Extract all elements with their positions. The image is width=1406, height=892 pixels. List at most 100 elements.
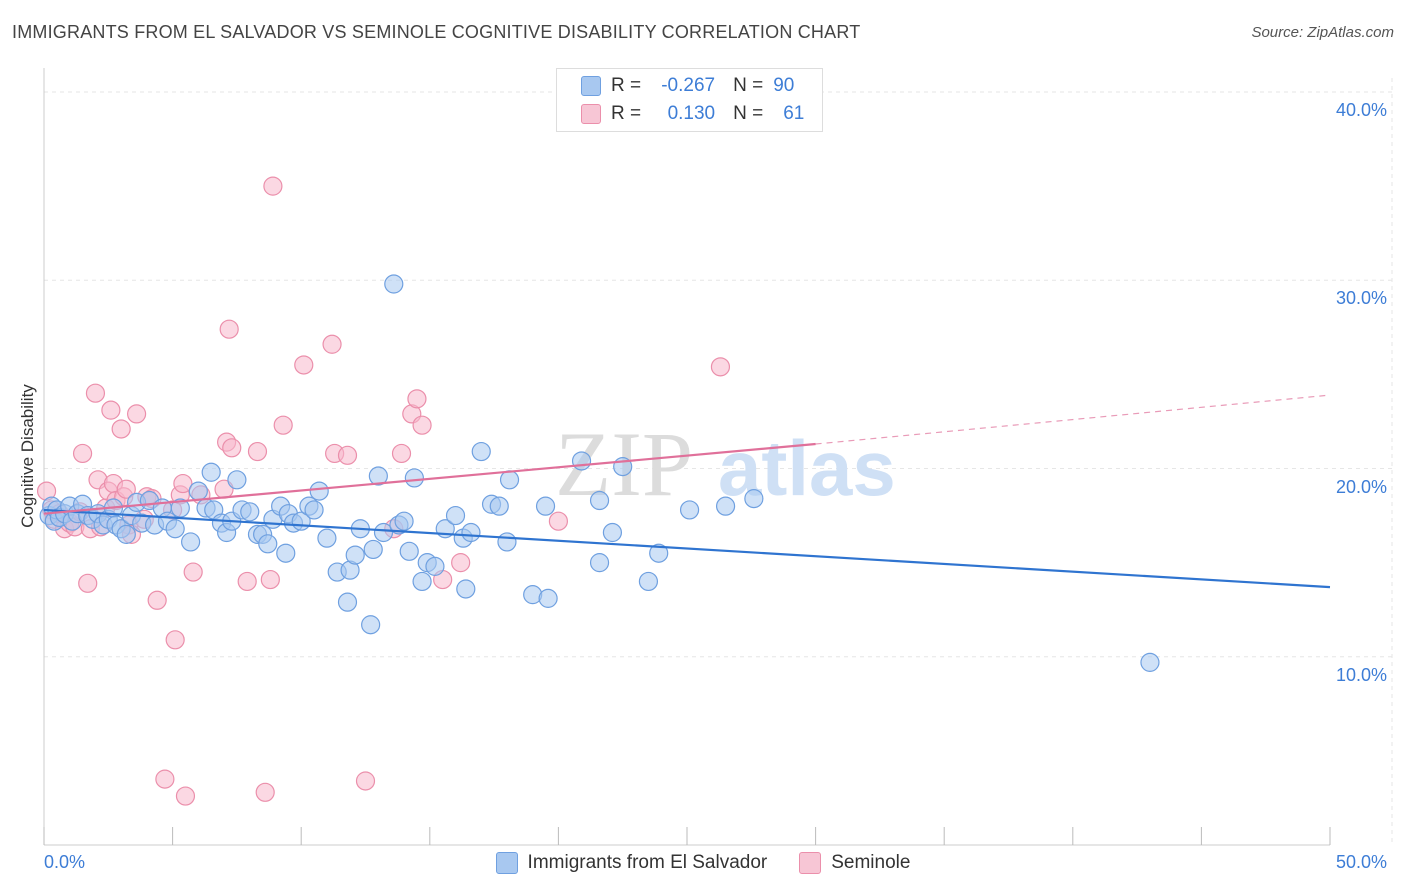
data-point-el-salvador xyxy=(181,532,201,552)
data-point-seminole xyxy=(101,400,121,420)
data-point-seminole xyxy=(222,438,242,458)
trend-lines xyxy=(43,394,1331,589)
data-point-el-salvador xyxy=(201,462,221,482)
data-point-el-salvador xyxy=(638,571,659,592)
data-point-el-salvador xyxy=(317,528,337,548)
legend-swatch-blue xyxy=(495,852,518,874)
chart-title: IMMIGRANTS FROM EL SALVADOR VS SEMINOLE … xyxy=(12,22,861,42)
el-salvador-points xyxy=(39,274,1160,672)
data-point-seminole xyxy=(263,176,283,196)
legend-row-el-salvador: R = -0.267 N = 90 xyxy=(581,73,794,99)
data-point-seminole xyxy=(407,389,427,409)
legend-item-seminole[interactable]: Seminole xyxy=(799,852,910,874)
data-point-el-salvador xyxy=(425,556,445,576)
data-point-seminole xyxy=(165,630,185,650)
data-point-el-salvador xyxy=(363,539,383,560)
data-point-el-salvador xyxy=(715,496,736,516)
data-point-el-salvador xyxy=(276,543,296,563)
legend-swatch-pink xyxy=(581,104,601,124)
data-point-seminole xyxy=(412,415,432,435)
trend-line-seminole xyxy=(43,442,816,515)
legend-r-label: R = xyxy=(611,103,642,124)
data-point-seminole xyxy=(247,441,268,462)
data-point-el-salvador xyxy=(744,489,764,509)
legend-row-seminole: R = 0.130 N = 61 xyxy=(581,101,804,127)
data-point-seminole xyxy=(175,786,196,806)
data-point-seminole xyxy=(294,355,314,375)
data-point-el-salvador xyxy=(489,496,509,516)
data-point-seminole xyxy=(111,419,131,439)
data-point-el-salvador xyxy=(240,502,260,522)
legend-n-value: 61 xyxy=(783,103,805,124)
legend-label-seminole: Seminole xyxy=(831,852,911,873)
data-point-el-salvador xyxy=(345,545,365,565)
data-point-seminole xyxy=(337,445,358,465)
legend-n-label: N = xyxy=(733,75,764,96)
data-point-el-salvador xyxy=(304,500,324,520)
data-point-el-salvador xyxy=(361,615,381,635)
legend-swatch-pink xyxy=(799,852,822,874)
data-point-el-salvador xyxy=(571,451,592,471)
data-point-seminole xyxy=(260,569,280,590)
data-point-seminole xyxy=(355,771,376,791)
data-point-seminole xyxy=(548,511,569,531)
x-tick-label-max: 50.0% xyxy=(1336,852,1388,872)
legend-r-value: -0.267 xyxy=(661,75,716,96)
data-point-seminole xyxy=(85,383,106,403)
data-point-el-salvador xyxy=(227,470,247,490)
data-point-seminole xyxy=(78,573,98,593)
data-point-el-salvador xyxy=(589,490,610,511)
y-tick-label: 10.0% xyxy=(1336,664,1388,685)
data-point-seminole xyxy=(237,571,257,592)
data-point-el-salvador xyxy=(535,496,556,516)
trend-line-seminole-extension xyxy=(815,394,1331,445)
data-point-seminole xyxy=(126,404,147,424)
data-point-el-salvador xyxy=(679,500,700,520)
legend-r-value: 0.130 xyxy=(667,103,716,124)
data-point-el-salvador xyxy=(445,505,466,526)
data-point-el-salvador xyxy=(589,553,610,573)
data-point-el-salvador xyxy=(1140,652,1160,672)
legend-label-el-salvador: Immigrants from El Salvador xyxy=(527,852,768,873)
data-point-el-salvador xyxy=(368,466,388,486)
data-point-seminole xyxy=(72,443,93,464)
data-point-el-salvador xyxy=(649,543,669,563)
trend-line-el-salvador xyxy=(43,508,1331,589)
data-point-seminole xyxy=(391,443,412,464)
data-point-el-salvador xyxy=(456,579,476,599)
data-point-seminole xyxy=(147,590,167,610)
source-credit: Source: ZipAtlas.com xyxy=(1251,24,1394,41)
correlation-legend: R = -0.267 N = 90 R = 0.130 N = 61 xyxy=(556,68,823,132)
legend-item-el-salvador[interactable]: Immigrants from El Salvador xyxy=(495,852,768,874)
data-point-el-salvador xyxy=(602,522,623,543)
legend-n-value: 90 xyxy=(773,75,795,96)
data-point-el-salvador xyxy=(165,519,185,539)
data-point-seminole xyxy=(173,473,193,494)
y-tick-label: 40.0% xyxy=(1336,100,1388,120)
data-point-el-salvador xyxy=(188,481,208,501)
data-point-seminole xyxy=(273,415,293,435)
data-point-el-salvador xyxy=(337,592,358,612)
data-point-el-salvador xyxy=(461,522,481,543)
data-point-seminole xyxy=(219,319,239,339)
grid-lines xyxy=(44,78,1393,845)
y-tick-label: 20.0% xyxy=(1336,476,1388,497)
data-point-el-salvador xyxy=(116,524,136,544)
data-point-el-salvador xyxy=(394,511,414,531)
data-point-el-salvador xyxy=(497,532,517,552)
data-point-el-salvador xyxy=(404,468,424,488)
data-point-seminole xyxy=(255,782,275,802)
data-point-el-salvador xyxy=(499,470,520,490)
y-tick-label: 30.0% xyxy=(1336,288,1388,309)
legend-r-label: R = xyxy=(611,75,642,96)
data-point-seminole xyxy=(451,553,471,573)
data-point-seminole xyxy=(116,479,136,499)
data-point-el-salvador xyxy=(258,534,278,554)
legend-swatch-blue xyxy=(581,76,601,96)
series-legend: Immigrants from El Salvador Seminole xyxy=(0,852,1406,874)
data-point-el-salvador xyxy=(538,588,558,608)
data-point-seminole xyxy=(322,334,342,354)
data-point-seminole xyxy=(155,769,175,789)
data-point-seminole xyxy=(183,562,203,582)
